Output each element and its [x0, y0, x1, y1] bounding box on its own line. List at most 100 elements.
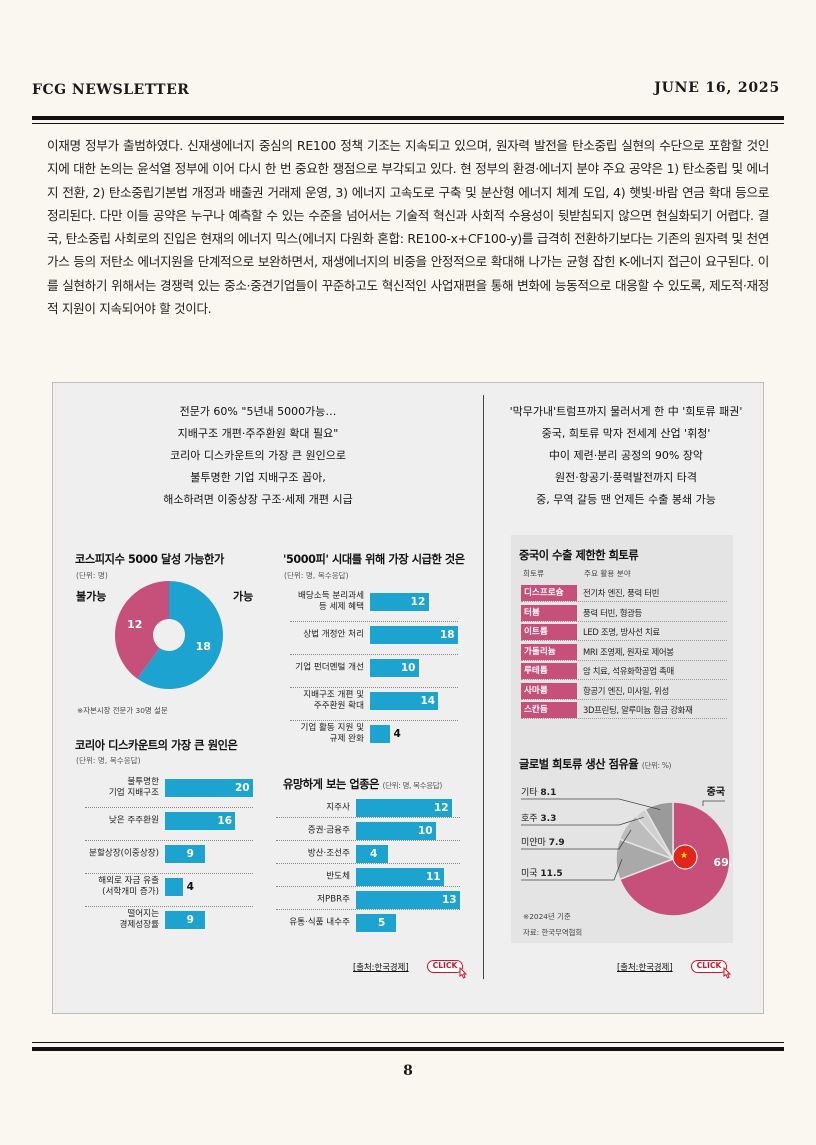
row-divider [276, 909, 460, 910]
pie-value: 3.3 [540, 814, 556, 824]
left-headline-line: 전문가 60% "5년내 5000가능… [179, 405, 337, 418]
bar-mark [165, 845, 205, 863]
bar-category-label: 증권·금융주 [307, 825, 350, 836]
pie-label-usa: 미국 11.5 [521, 868, 563, 879]
pie-value-label: 12 [127, 618, 142, 631]
rare-earth-name: 이트륨 [521, 624, 577, 640]
bar-value-label: 4 [393, 728, 401, 740]
newsletter-name: FCG NEWSLETTER [32, 82, 190, 98]
bar-category-label: 불투명한 기업 지배구조 [108, 777, 159, 798]
bar-value-label: 18 [440, 629, 455, 641]
urgent-bar-unit: (단위: 명, 복수응답) [284, 571, 349, 580]
right-headline-line: 중, 무역 갈등 땐 언제든 수출 봉쇄 가능 [536, 493, 716, 506]
row-divider [290, 687, 458, 688]
article-paragraph: 이재명 정부가 출범하였다. 신재생에너지 중심의 RE100 정책 기조는 지… [47, 138, 769, 317]
bar-value-label: 12 [434, 802, 449, 814]
sector-bar-chart: 지주사 12 증권·금융주 10 방산·조선주 4 반도체 11 저PBR주 13 유통·식품 내수… [276, 797, 466, 937]
leader-line [521, 829, 632, 850]
bar-mark [370, 593, 429, 611]
rare-earth-use: 항공기 엔진, 미사일, 위성 [583, 685, 669, 696]
left-headline-line: 불투명한 기업 지배구조 꼽아, [190, 471, 326, 484]
bar-category-label: 기업 펀더멘털 개선 [295, 662, 364, 673]
bar-mark [165, 812, 236, 830]
pie-value-china: 69.2 [713, 856, 731, 869]
right-headline-line: 中이 제련·분리 공정의 90% 장악 [548, 449, 704, 462]
pie-category: 호주 [521, 813, 540, 824]
newsletter-header: FCG NEWSLETTER JUNE 16, 2025 [32, 80, 780, 102]
bar-row: 기업 활동 지원 및 규제 완화 4 [300, 723, 458, 745]
pie-label-china: 중국 [707, 786, 725, 798]
row-divider [276, 817, 460, 818]
header-rule-thick [32, 116, 784, 120]
pie-value: 7.9 [549, 838, 565, 848]
bar-row: 지배구조 개편 및 주주환원 확대 14 [290, 690, 458, 721]
bar-value-label: 13 [442, 894, 457, 906]
kospi-pie-note: ※자본시장 전문가 30명 설문 [77, 706, 168, 715]
bar-mark [370, 626, 458, 644]
page-number: 8 [403, 1063, 413, 1079]
left-headline-line: 해소하려면 이중상장 구조·세제 개편 시급 [163, 493, 353, 506]
row-divider [276, 886, 460, 887]
row-divider [85, 840, 253, 841]
row-divider [85, 807, 253, 808]
leader-line [521, 798, 661, 811]
pie-label-myanmar: 미얀마 7.9 [521, 836, 565, 848]
bar-row: 불투명한 기업 지배구조 20 [85, 777, 253, 808]
row-divider [290, 654, 458, 655]
row-divider [85, 873, 253, 874]
left-click-button[interactable]: CLICK [427, 960, 463, 973]
right-click-button[interactable]: CLICK [691, 960, 727, 973]
left-source-link[interactable]: [출처:한국경제] [353, 962, 409, 972]
bar-mark [356, 799, 452, 817]
rare-earth-name: 디스프로슘 [521, 585, 577, 601]
bar-value-label: 16 [217, 815, 233, 827]
sector-bar-unit: (단위: 명, 복수응답) [382, 781, 443, 790]
bar-row: 배당소득 분리과세 등 세제 혜택 12 [290, 591, 458, 622]
rare-earth-use: MRI 조영제, 원자로 제어봉 [583, 646, 674, 657]
rare-earth-row: 터븀 풍력 터빈, 형광등 [521, 604, 727, 622]
bar-row: 떨어지는 경제성장률 9 [119, 909, 253, 931]
urgent-bar-title: '5000피' 시대를 위해 가장 시급한 것은 [283, 553, 465, 566]
right-headline-line: 원전·항공기·풍력발전까지 타격 [554, 471, 698, 484]
rare-earth-row: 가돌리늄 MRI 조영제, 원자로 제어봉 [521, 643, 727, 661]
bar-mark [356, 914, 396, 932]
rare-earth-use: LED 조명, 방사선 치료 [583, 627, 660, 637]
bar-category-label: 배당소득 분리과세 등 세제 혜택 [298, 591, 364, 612]
bar-mark [165, 911, 205, 929]
pie-slice-impossible [115, 581, 169, 679]
rare-earth-row: 루테튬 암 치료, 석유화학공업 촉매 [521, 662, 727, 680]
bar-category-label: 기업 활동 지원 및 규제 완화 [300, 723, 364, 744]
bar-mark [356, 845, 388, 863]
news-clipping-figure: 전문가 60% "5년내 5000가능… 지배구조 개편·주주환원 확대 필요"… [52, 382, 764, 1014]
bar-value-label: 20 [235, 782, 250, 794]
rare-earth-row: 스칸듐 3D프린팅, 알루미늄 합금 강화재 [521, 701, 727, 719]
rare-earth-row: 디스프로슘 전기차 엔진, 풍력 터빈 [521, 584, 727, 602]
bar-value-label: 4 [370, 848, 378, 860]
bar-mark [370, 659, 419, 677]
bar-category-label: 저PBR주 [317, 894, 350, 905]
kospi-pie-unit: (단위: 명) [76, 571, 108, 580]
global-share-pie: ★ 69.2 중국 기타 8.1 호주 3.3 미얀마 7.9 미국 11.5 [521, 786, 731, 917]
bar-row: 상법 개정안 처리 18 [290, 624, 458, 655]
bar-category-label: 분할상장(이중상장) [89, 848, 159, 859]
pie-label-possible: 가능 [233, 590, 254, 603]
right-source-link[interactable]: [출처:한국경제] [617, 962, 673, 972]
bar-value-label: 11 [426, 871, 441, 883]
rare-earth-title: 중국이 수출 제한한 희토류 [519, 549, 639, 562]
discount-bar-title: 코리아 디스카운트의 가장 큰 원인은 [75, 739, 238, 752]
bar-category-label: 유통·식품 내수주 [289, 917, 350, 928]
pie-label-impossible: 불가능 [76, 590, 107, 603]
bar-category-label: 상법 개정안 처리 [303, 629, 364, 640]
leader-line [521, 816, 644, 826]
bar-mark [356, 868, 444, 886]
bar-category-label: 반도체 [326, 871, 350, 882]
bar-mark [370, 692, 439, 710]
rare-earth-name: 스칸듐 [521, 702, 577, 718]
global-pie-note: ※2024년 기준 [523, 912, 571, 921]
bar-category-label: 낮은 주주환원 [108, 815, 159, 826]
pie-label-other: 기타 8.1 [521, 787, 556, 798]
bar-row: 낮은 주주환원 16 [85, 810, 253, 841]
pie-value-label: 18 [196, 640, 211, 653]
